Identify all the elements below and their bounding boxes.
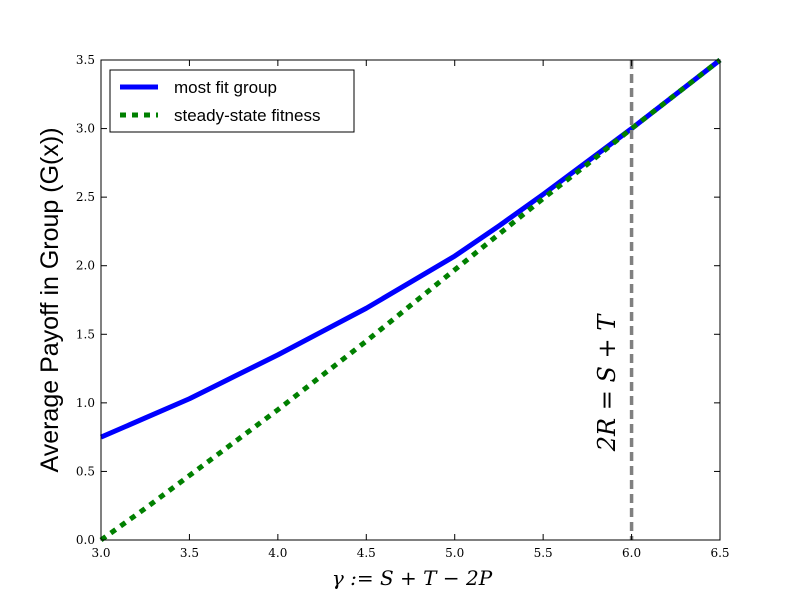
legend: most fit group steady-state fitness xyxy=(109,69,355,133)
plot-area: 2R = S + T xyxy=(99,58,722,543)
y-axis: 0.0 0.5 1.0 1.5 2.0 2.5 3.0 3.5 xyxy=(76,53,720,547)
legend-box xyxy=(109,69,355,133)
reference-vline-label: 2R = S + T xyxy=(593,313,621,453)
x-axis: 3.0 3.5 4.0 4.5 5.0 5.5 6.0 6.5 xyxy=(91,60,730,560)
y-axis-title: Average Payoff in Group (G(x)) xyxy=(36,127,64,472)
x-axis-title: γ := S + T − 2P xyxy=(332,566,493,590)
y-tick-label: 2.0 xyxy=(76,259,95,273)
x-tick-label: 6.0 xyxy=(622,546,641,560)
y-tick-label: 3.0 xyxy=(76,122,95,136)
annotation-layer: 2R = S + T xyxy=(593,60,634,540)
x-tick-label: 4.5 xyxy=(357,546,376,560)
y-tick-label: 0.0 xyxy=(76,533,95,547)
y-tick-label: 1.5 xyxy=(76,327,95,341)
x-tick-label: 5.0 xyxy=(445,546,464,560)
y-tick-label: 2.5 xyxy=(76,190,95,204)
series-layer xyxy=(99,58,722,543)
y-tick-label: 1.0 xyxy=(76,396,95,410)
x-tick-label: 3.5 xyxy=(180,546,199,560)
y-tick-label: 0.5 xyxy=(76,464,95,478)
x-tick-label: 6.5 xyxy=(710,546,729,560)
x-tick-label: 4.0 xyxy=(268,546,287,560)
legend-label: most fit group xyxy=(174,78,277,97)
x-tick-label: 3.0 xyxy=(91,546,110,560)
plot-frame xyxy=(100,59,721,541)
legend-items: most fit group steady-state fitness xyxy=(120,78,320,125)
y-tick-label: 3.5 xyxy=(76,53,95,67)
legend-label: steady-state fitness xyxy=(174,106,320,125)
x-tick-label: 5.5 xyxy=(534,546,553,560)
series-line-steady-state-fitness xyxy=(99,58,722,543)
